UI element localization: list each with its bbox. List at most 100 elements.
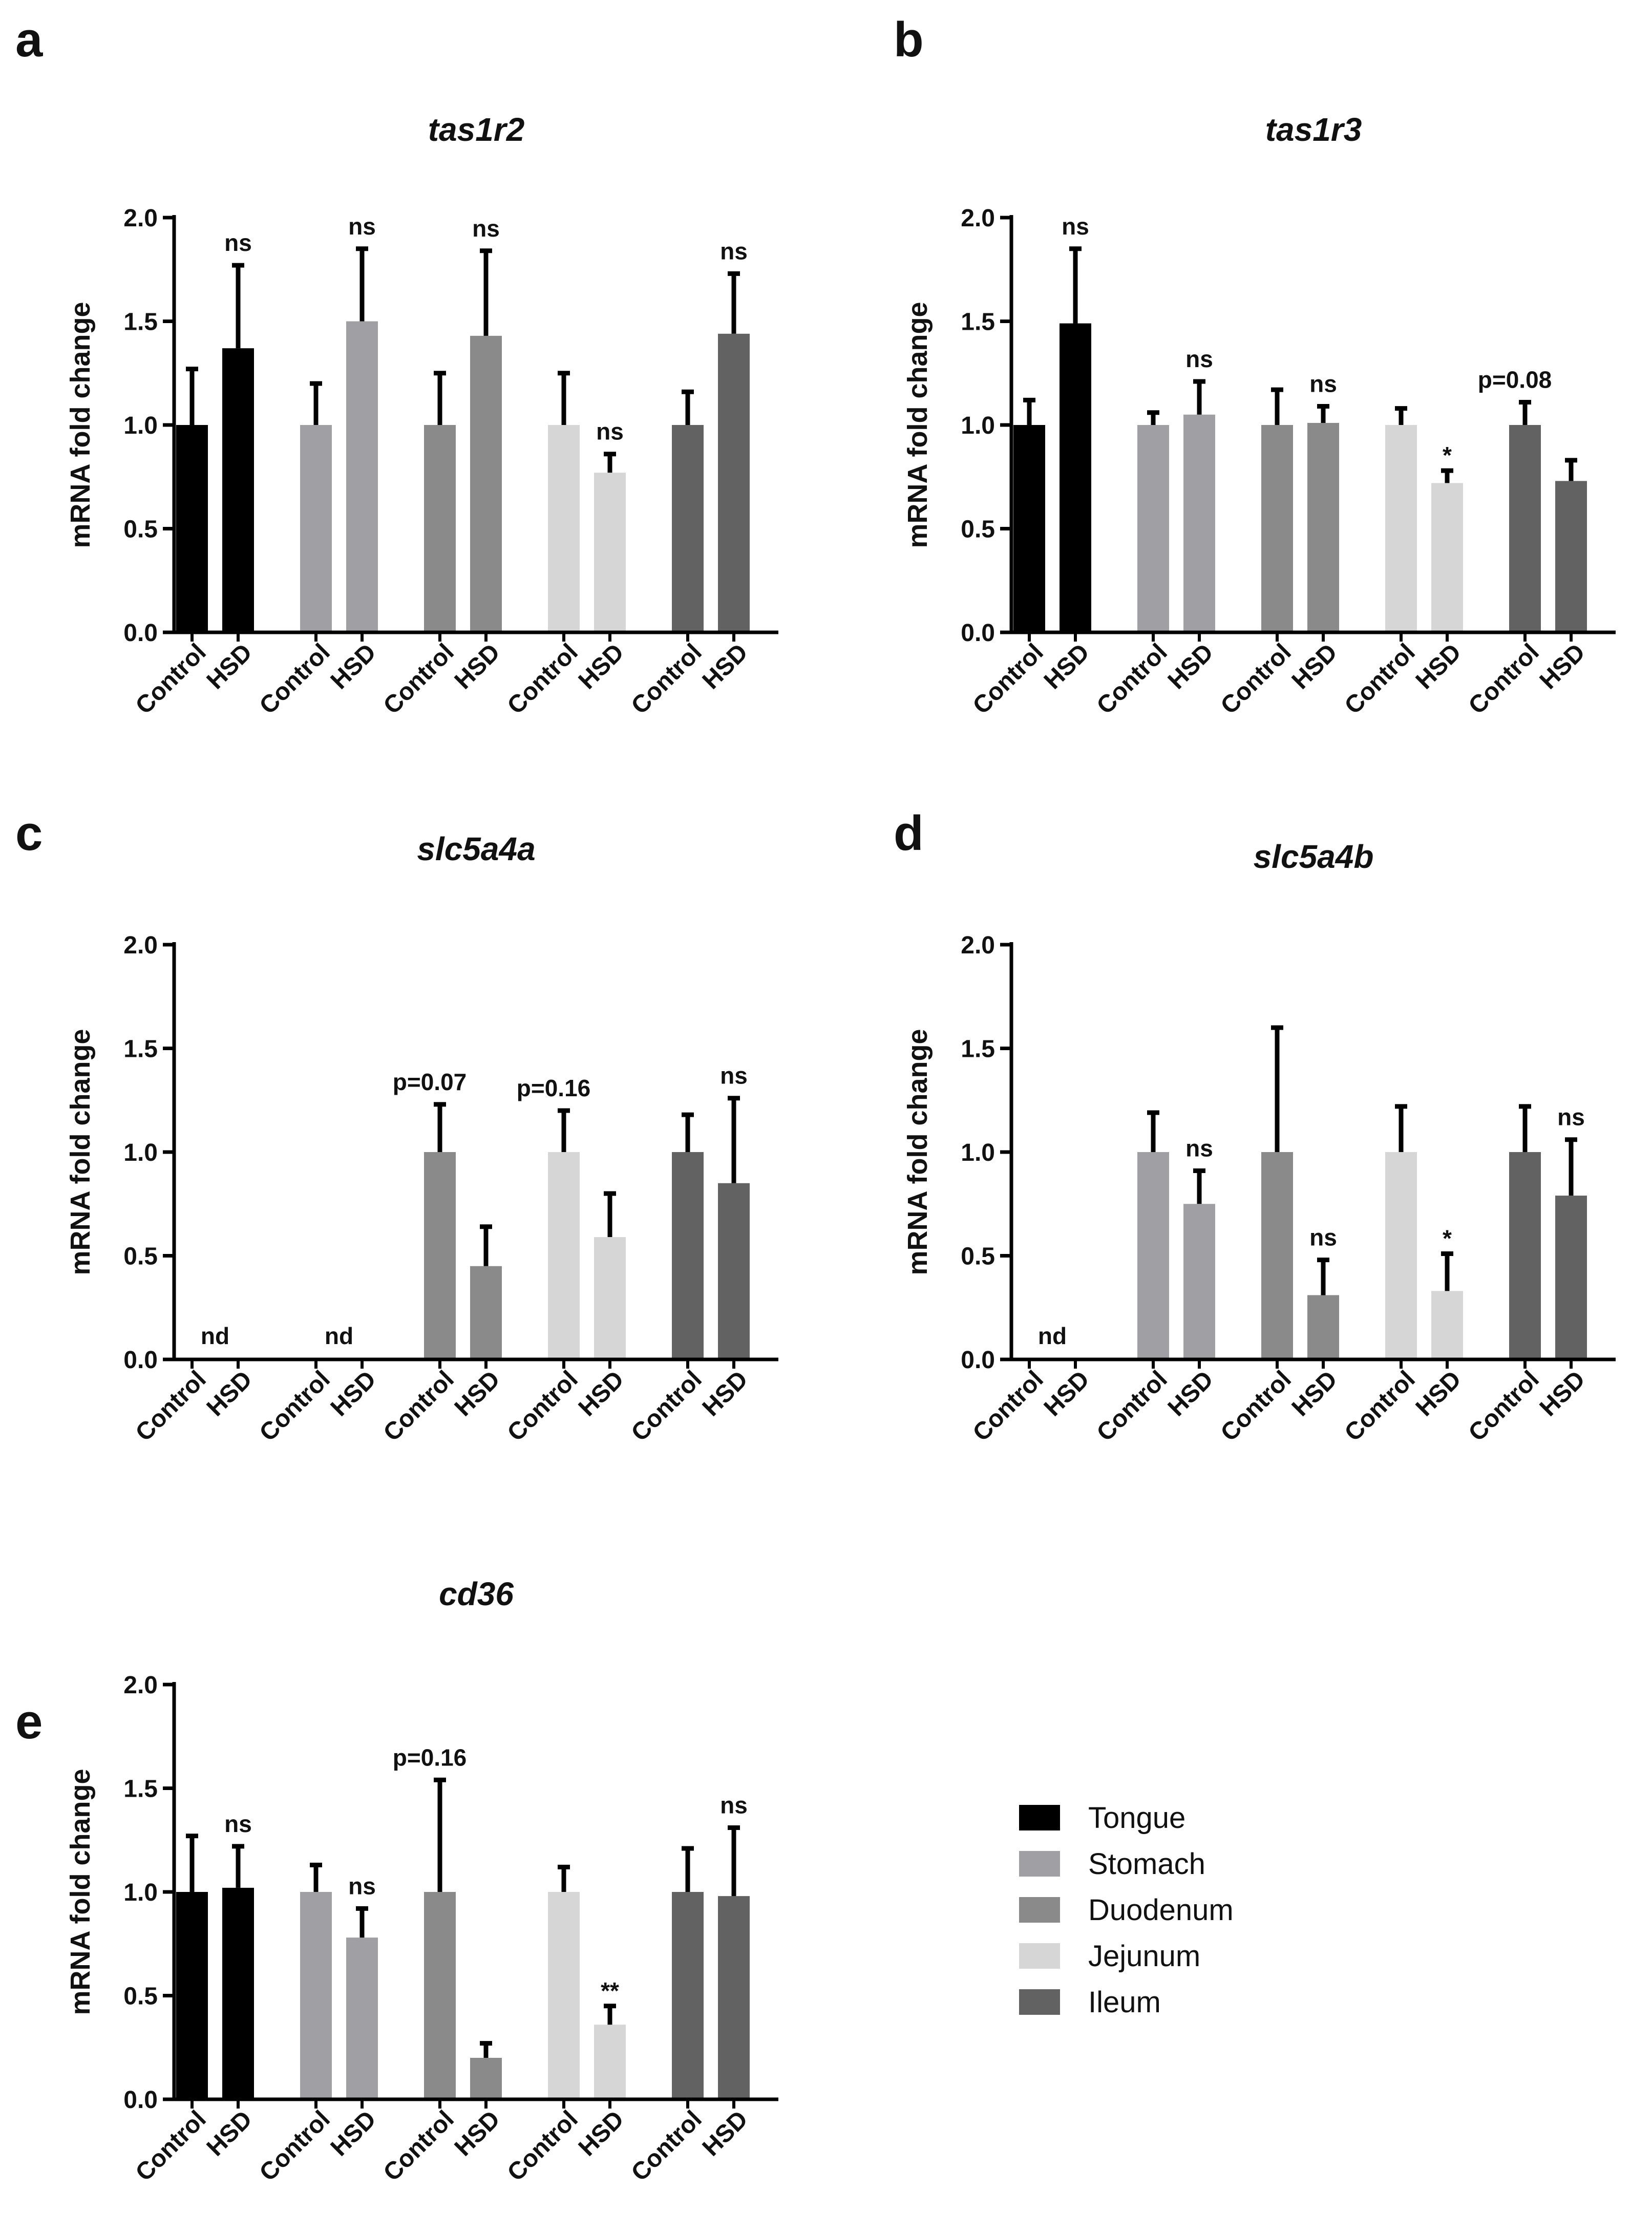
- x-tick-label: HSD: [202, 2105, 258, 2161]
- significance-label: *: [1443, 442, 1452, 469]
- y-tick-label: 0.0: [961, 1347, 995, 1374]
- y-tick-label: 2.0: [123, 205, 158, 232]
- y-tick-label: 0.5: [123, 1243, 158, 1270]
- x-tick-label: Control: [968, 638, 1049, 719]
- x-tick-label: HSD: [1535, 638, 1591, 694]
- x-tick-label: Control: [626, 638, 707, 719]
- y-tick-label: 1.5: [123, 1036, 158, 1063]
- y-tick-label: 2.0: [123, 1672, 158, 1699]
- bar: [1307, 1295, 1339, 1359]
- bar: [1431, 1291, 1463, 1359]
- x-tick-label: Control: [502, 638, 583, 719]
- x-tick-label: HSD: [574, 2105, 629, 2161]
- bar: [176, 1892, 208, 2099]
- chart-title: slc5a4a: [417, 831, 535, 867]
- x-tick-label: Control: [502, 2105, 583, 2186]
- panel-letter-d: d: [894, 806, 924, 861]
- chart-title: cd36: [439, 1576, 514, 1612]
- bar: [1060, 323, 1091, 632]
- y-tick-label: 2.0: [961, 932, 995, 959]
- significance-label: ns: [1309, 371, 1337, 397]
- significance-label: ns: [720, 238, 748, 264]
- x-tick-label: Control: [1216, 638, 1297, 719]
- bar: [470, 335, 502, 632]
- x-tick-label: HSD: [450, 638, 505, 694]
- bar: [1385, 425, 1417, 632]
- bar: [1183, 414, 1215, 632]
- y-tick-label: 1.5: [123, 309, 158, 336]
- bar: [346, 321, 378, 632]
- legend-label-ileum: Ileum: [1088, 1986, 1161, 2019]
- y-axis-label: mRNA fold change: [65, 302, 96, 548]
- bar: [1183, 1204, 1215, 1359]
- y-tick-label: 0.0: [961, 620, 995, 647]
- significance-label: **: [601, 1977, 619, 2004]
- significance-label: p=0.16: [517, 1075, 591, 1101]
- x-tick-label: HSD: [574, 1366, 629, 1421]
- significance-label: ns: [348, 1872, 376, 1899]
- significance-label: p=0.16: [393, 1744, 467, 1771]
- significance-label: ns: [1557, 1104, 1585, 1131]
- bar: [594, 473, 626, 632]
- bar: [346, 1938, 378, 2099]
- significance-label: ns: [1185, 346, 1213, 372]
- significance-label: *: [1443, 1225, 1452, 1251]
- x-tick-label: Control: [255, 1366, 335, 1446]
- bar: [222, 1887, 254, 2099]
- y-tick-label: 2.0: [961, 205, 995, 232]
- significance-label: p=0.08: [1478, 366, 1552, 393]
- y-axis-label: mRNA fold change: [902, 302, 933, 548]
- x-tick-label: HSD: [1039, 638, 1095, 694]
- bar: [424, 1892, 456, 2099]
- x-tick-label: Control: [1464, 1366, 1544, 1446]
- y-tick-label: 0.0: [123, 620, 158, 647]
- x-tick-label: HSD: [1411, 638, 1467, 694]
- significance-label: nd: [1038, 1323, 1067, 1349]
- significance-label: ns: [720, 1062, 748, 1089]
- significance-label: ns: [720, 1792, 748, 1818]
- x-tick-label: HSD: [1535, 1366, 1591, 1421]
- x-tick-label: HSD: [1287, 1366, 1343, 1421]
- bar: [222, 348, 254, 632]
- legend-swatch-tongue: [1019, 1805, 1060, 1830]
- y-tick-label: 1.5: [123, 1776, 158, 1803]
- x-tick-label: HSD: [1163, 638, 1219, 694]
- y-tick-label: 1.5: [961, 309, 995, 336]
- x-tick-label: Control: [1092, 1366, 1173, 1446]
- x-tick-label: Control: [502, 1366, 583, 1446]
- significance-label: p=0.07: [393, 1069, 467, 1095]
- x-tick-label: Control: [1216, 1366, 1297, 1446]
- y-tick-label: 0.5: [123, 516, 158, 543]
- x-tick-label: Control: [1464, 638, 1544, 719]
- y-tick-label: 1.0: [961, 1139, 995, 1166]
- significance-label: ns: [472, 215, 500, 242]
- bar: [718, 333, 750, 632]
- significance-label: ns: [224, 1811, 252, 1837]
- y-tick-label: 0.0: [123, 2087, 158, 2114]
- significance-label: ns: [348, 213, 376, 240]
- y-tick-label: 0.5: [123, 1983, 158, 2010]
- legend: Tongue Stomach Duodenum Jejunum Ileum: [1019, 1801, 1234, 2019]
- x-tick-label: Control: [1092, 638, 1173, 719]
- bar: [594, 2025, 626, 2099]
- legend-swatch-stomach: [1019, 1851, 1060, 1877]
- y-tick-label: 1.0: [123, 1139, 158, 1166]
- legend-item-stomach: Stomach: [1019, 1847, 1205, 1881]
- significance-label: ns: [224, 229, 252, 256]
- bar: [548, 1152, 580, 1359]
- x-tick-label: Control: [378, 638, 459, 719]
- x-tick-label: Control: [255, 638, 335, 719]
- bar: [718, 1896, 750, 2099]
- bar: [1509, 425, 1541, 632]
- chart-title: tas1r2: [428, 111, 525, 148]
- x-tick-label: HSD: [450, 1366, 505, 1421]
- bar: [1137, 425, 1169, 632]
- x-tick-label: Control: [1340, 638, 1421, 719]
- significance-label: ns: [596, 418, 624, 445]
